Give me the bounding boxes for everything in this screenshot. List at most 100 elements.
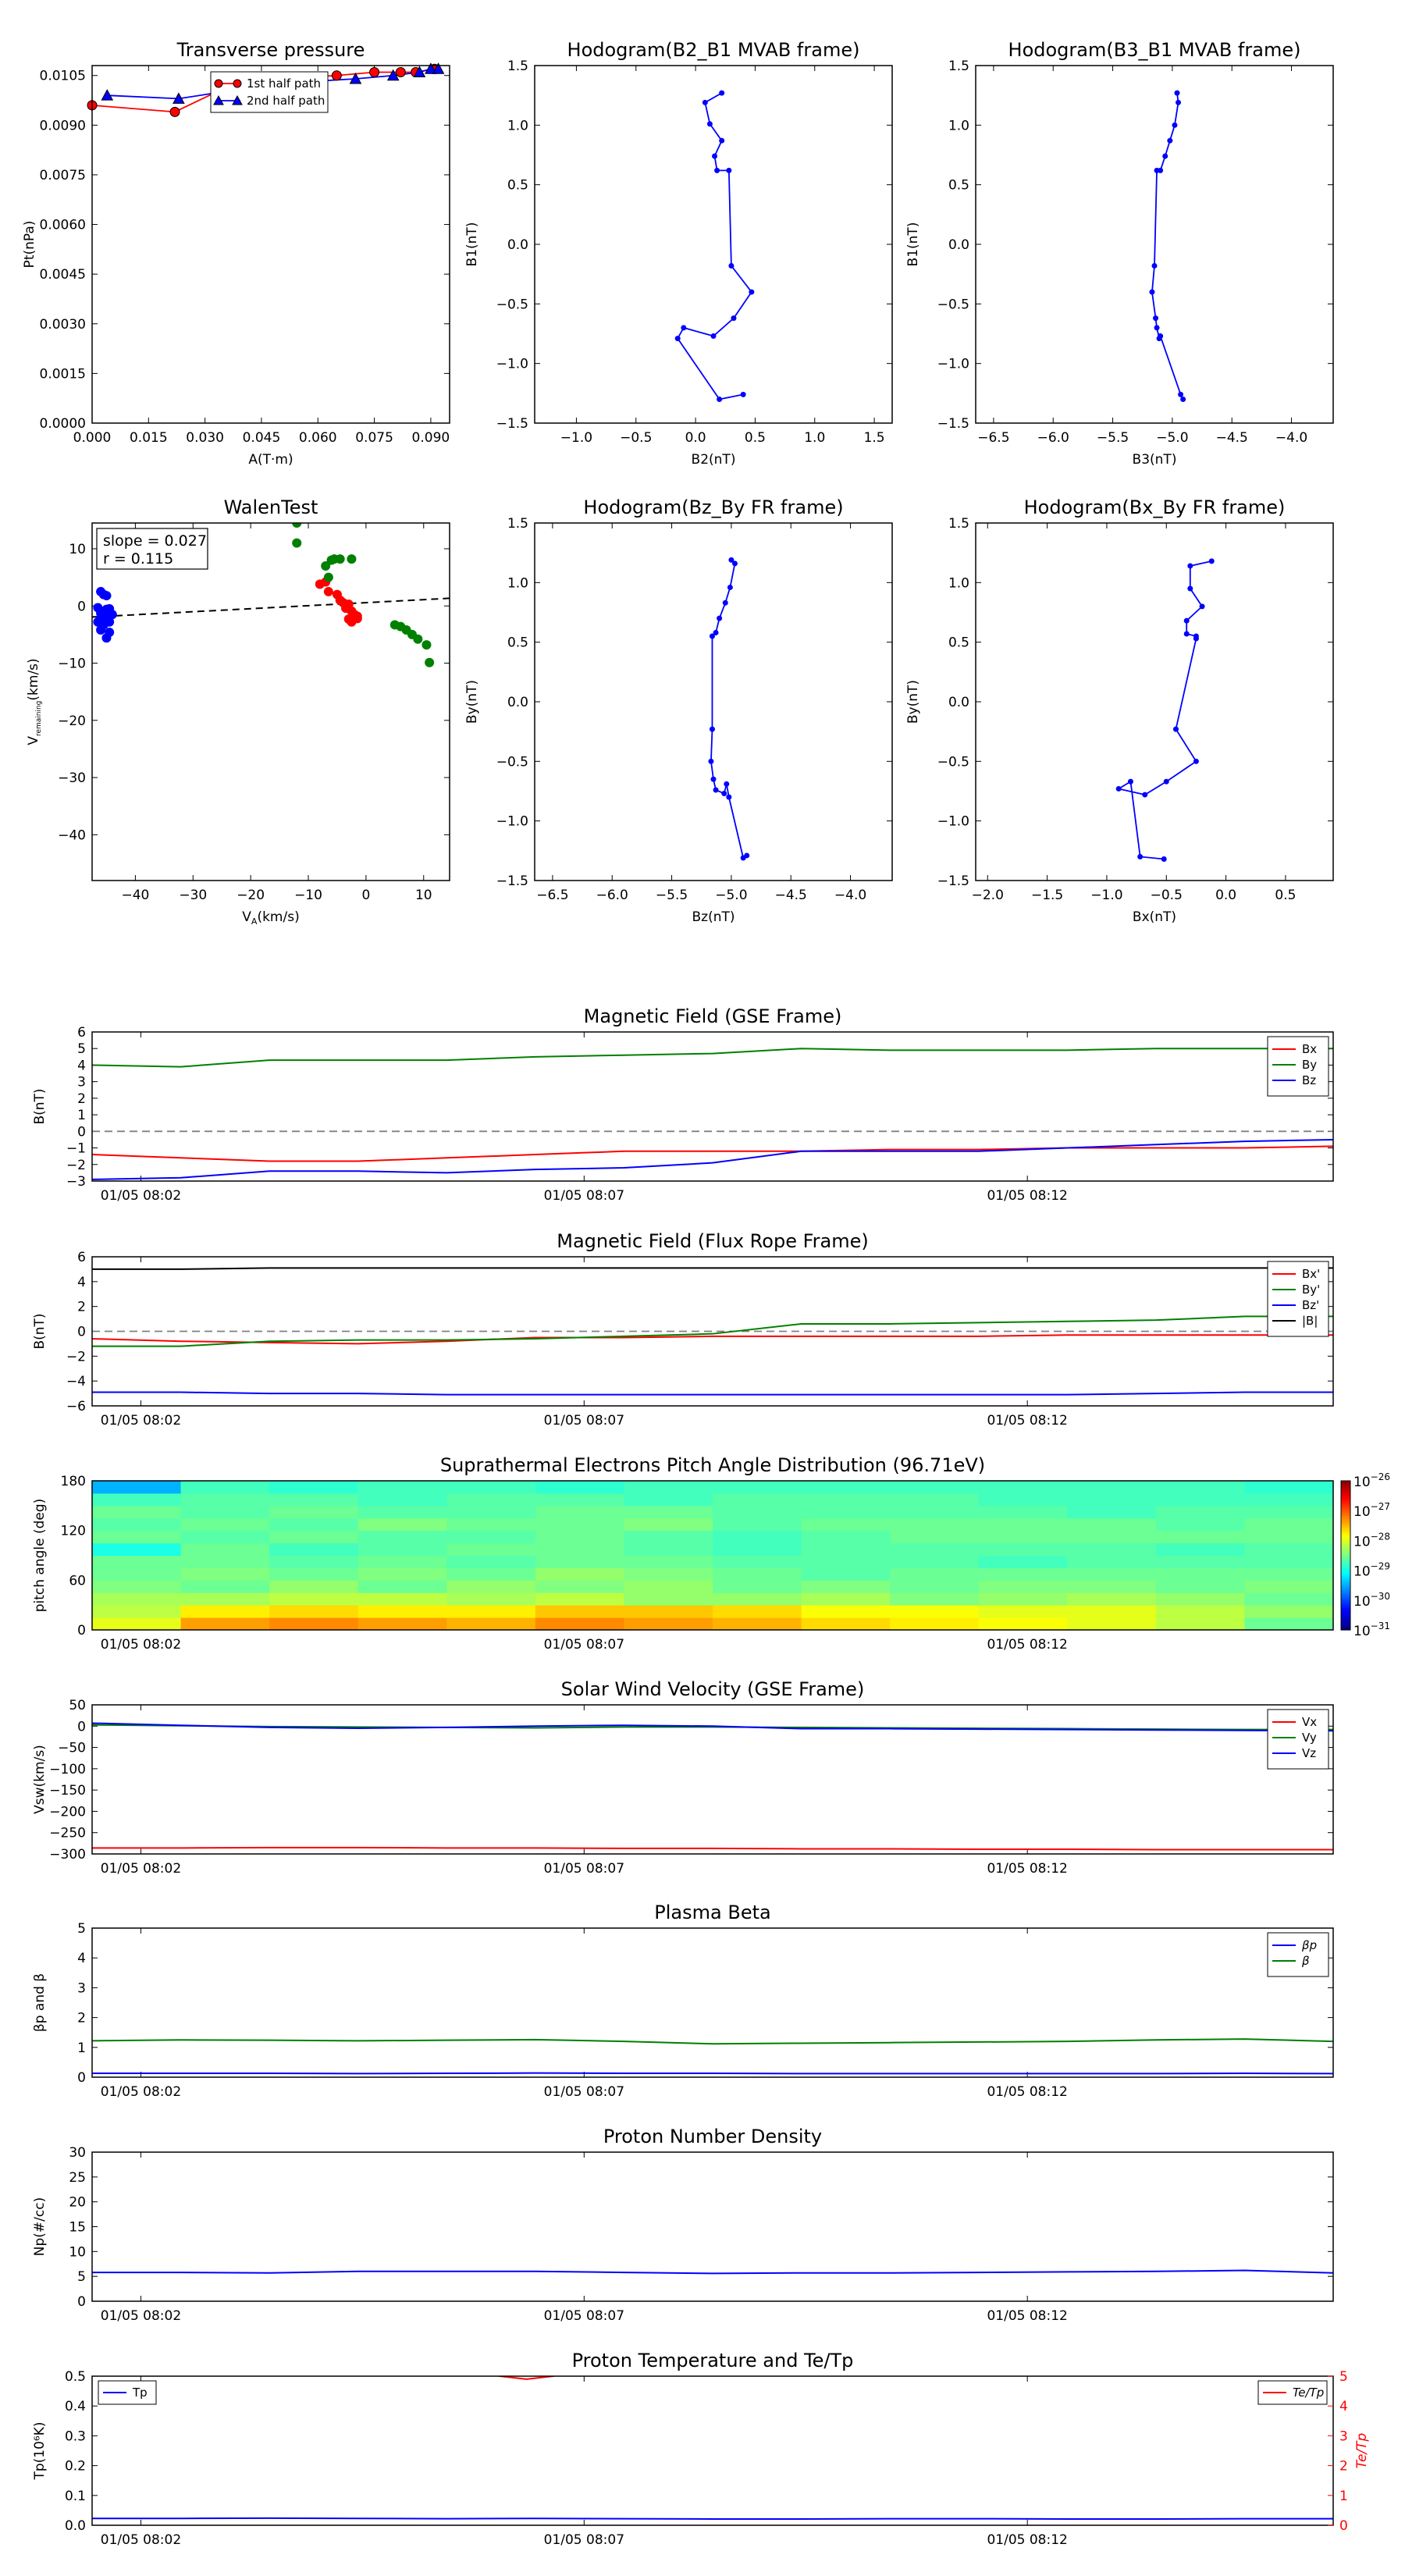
colorbar-segment: [1341, 1528, 1350, 1532]
x-tick-label: −5.5: [656, 888, 688, 903]
colorbar-segment: [1341, 1595, 1350, 1599]
heatmap-cell: [890, 1555, 980, 1568]
y-axis-label: Vsw(km/s): [32, 1745, 48, 1814]
y2-tick-label: 5: [1339, 2369, 1348, 2385]
colorbar-segment: [1341, 1592, 1350, 1596]
y-tick-label: −2: [66, 1349, 86, 1364]
plasma-beta: Plasma Beta 01/05 08:02 01/05 08:07 01/05 0…: [32, 1902, 1334, 2100]
colorbar-segment: [1341, 1498, 1350, 1502]
colorbar-segment: [1341, 1553, 1350, 1557]
y-tick-label: 3: [77, 1980, 86, 1996]
heatmap-cell: [357, 1617, 447, 1631]
x-tick-label: 01/05 08:07: [544, 2308, 624, 2324]
y-tick-label: −2: [66, 1158, 86, 1173]
y-tick-label: 1.0: [948, 118, 969, 133]
heatmap-cell: [535, 1517, 624, 1532]
x-tick-label: −0.5: [620, 430, 652, 446]
data-point: [1187, 585, 1193, 592]
heatmap-cell: [180, 1517, 270, 1532]
y-tick-label: 20: [69, 2195, 86, 2211]
magnetic-field-fr: Magnetic Field (Flux Rope Frame) 01/05 08…: [32, 1230, 1334, 1429]
heatmap-cell: [92, 1592, 182, 1606]
heatmap-cell: [890, 1592, 980, 1606]
data-point: [347, 554, 357, 564]
data-point: [1199, 603, 1205, 610]
heatmap-cell: [92, 1580, 182, 1593]
data-point: [1127, 778, 1133, 785]
data-point: [749, 289, 755, 295]
series-line: [92, 1138, 1333, 1180]
data-point: [744, 852, 750, 859]
x-tick-label: 01/05 08:02: [101, 1413, 181, 1429]
legend: Bx' By'Bz' |B|: [1267, 1261, 1329, 1337]
x-tick-label: 01/05 08:02: [101, 1861, 181, 1877]
y-tick-label: −20: [58, 713, 86, 729]
legend-label: βp: [1301, 1938, 1317, 1952]
chart-title: WalenTest: [224, 496, 318, 518]
heatmap-cell: [446, 1542, 536, 1556]
x-axis-label: VA(km/s): [242, 909, 299, 927]
colorbar-segment: [1341, 1560, 1350, 1564]
y-tick-label: 0.0030: [40, 317, 86, 333]
y-tick-label: 0.5: [507, 178, 528, 194]
heatmap-cell: [92, 1517, 182, 1532]
y-tick-label: −1: [66, 1141, 86, 1157]
y-tick-label: 5: [77, 2269, 86, 2285]
data-point: [386, 69, 400, 81]
y-tick-label: 0: [77, 599, 86, 614]
data-point: [1161, 856, 1167, 863]
series-line: [92, 2517, 1333, 2520]
heatmap-cell: [713, 1567, 802, 1581]
y-tick-label: 0.4: [65, 2399, 86, 2414]
heatmap-cell: [713, 1555, 802, 1568]
y-tick-label: 0.3: [65, 2428, 86, 2444]
hodogram-bx-by: Hodogram(Bx_By FR frame)−2.0 −1.5 −1.0 −0.5…: [905, 496, 1334, 925]
heatmap-cell: [801, 1481, 891, 1494]
y-tick-label: 0.0: [948, 695, 969, 710]
heatmap-cell: [535, 1505, 624, 1519]
heatmap-cell: [92, 1542, 182, 1556]
x-tick-label: −1.5: [1031, 888, 1063, 903]
data-point: [369, 66, 380, 77]
x-axis-label: Bx(nT): [1133, 909, 1176, 925]
data-point: [1137, 853, 1144, 859]
heatmap-cell: [446, 1530, 536, 1544]
data-point: [1154, 167, 1160, 173]
x-tick-label: 0.0: [1215, 888, 1236, 903]
x-tick-label: 01/05 08:12: [987, 1188, 1067, 1204]
heatmap-cell: [978, 1580, 1068, 1593]
y-tick-label: −1.0: [937, 814, 969, 830]
colorbar-segment: [1341, 1624, 1350, 1628]
hodogram-b3-b1: Hodogram(B3_B1 MVAB frame) −6.5 −6.0 −5.5 −5…: [905, 39, 1334, 468]
heatmap-cell: [713, 1517, 802, 1532]
heatmap-cell: [624, 1481, 713, 1494]
heatmap-cell: [801, 1530, 891, 1544]
data-point: [726, 167, 732, 173]
heatmap-cell: [1155, 1592, 1245, 1606]
heatmap-cell: [357, 1605, 447, 1618]
colorbar-segment: [1341, 1481, 1350, 1484]
heatmap-cell: [1155, 1567, 1245, 1581]
heatmap-cell: [1067, 1530, 1157, 1544]
x-axis-label: A(T·m): [248, 452, 293, 468]
y-axis-label: βp and β: [32, 1973, 48, 2032]
data-point: [712, 153, 718, 159]
heatmap-cell: [357, 1580, 447, 1593]
chart-title: Hodogram(Bx_By FR frame): [1024, 496, 1286, 518]
heatmap-cell: [1155, 1542, 1245, 1556]
data-point: [169, 106, 180, 117]
y-tick-label: 10: [69, 2244, 86, 2260]
y-tick-label: 0: [77, 1124, 86, 1140]
y-tick-label: 0.0: [65, 2518, 86, 2534]
data-point: [413, 66, 426, 77]
colorbar-tick-label: 10−31: [1353, 1621, 1390, 1639]
heatmap-cell: [92, 1481, 182, 1494]
heatmap-cell: [801, 1555, 891, 1568]
data-point: [1176, 99, 1182, 105]
heatmap-cell: [446, 1580, 536, 1593]
heatmap-cell: [624, 1617, 713, 1631]
y-tick-label: 0.0000: [40, 416, 86, 432]
data-point: [347, 617, 357, 627]
colorbar-segment: [1341, 1557, 1350, 1561]
